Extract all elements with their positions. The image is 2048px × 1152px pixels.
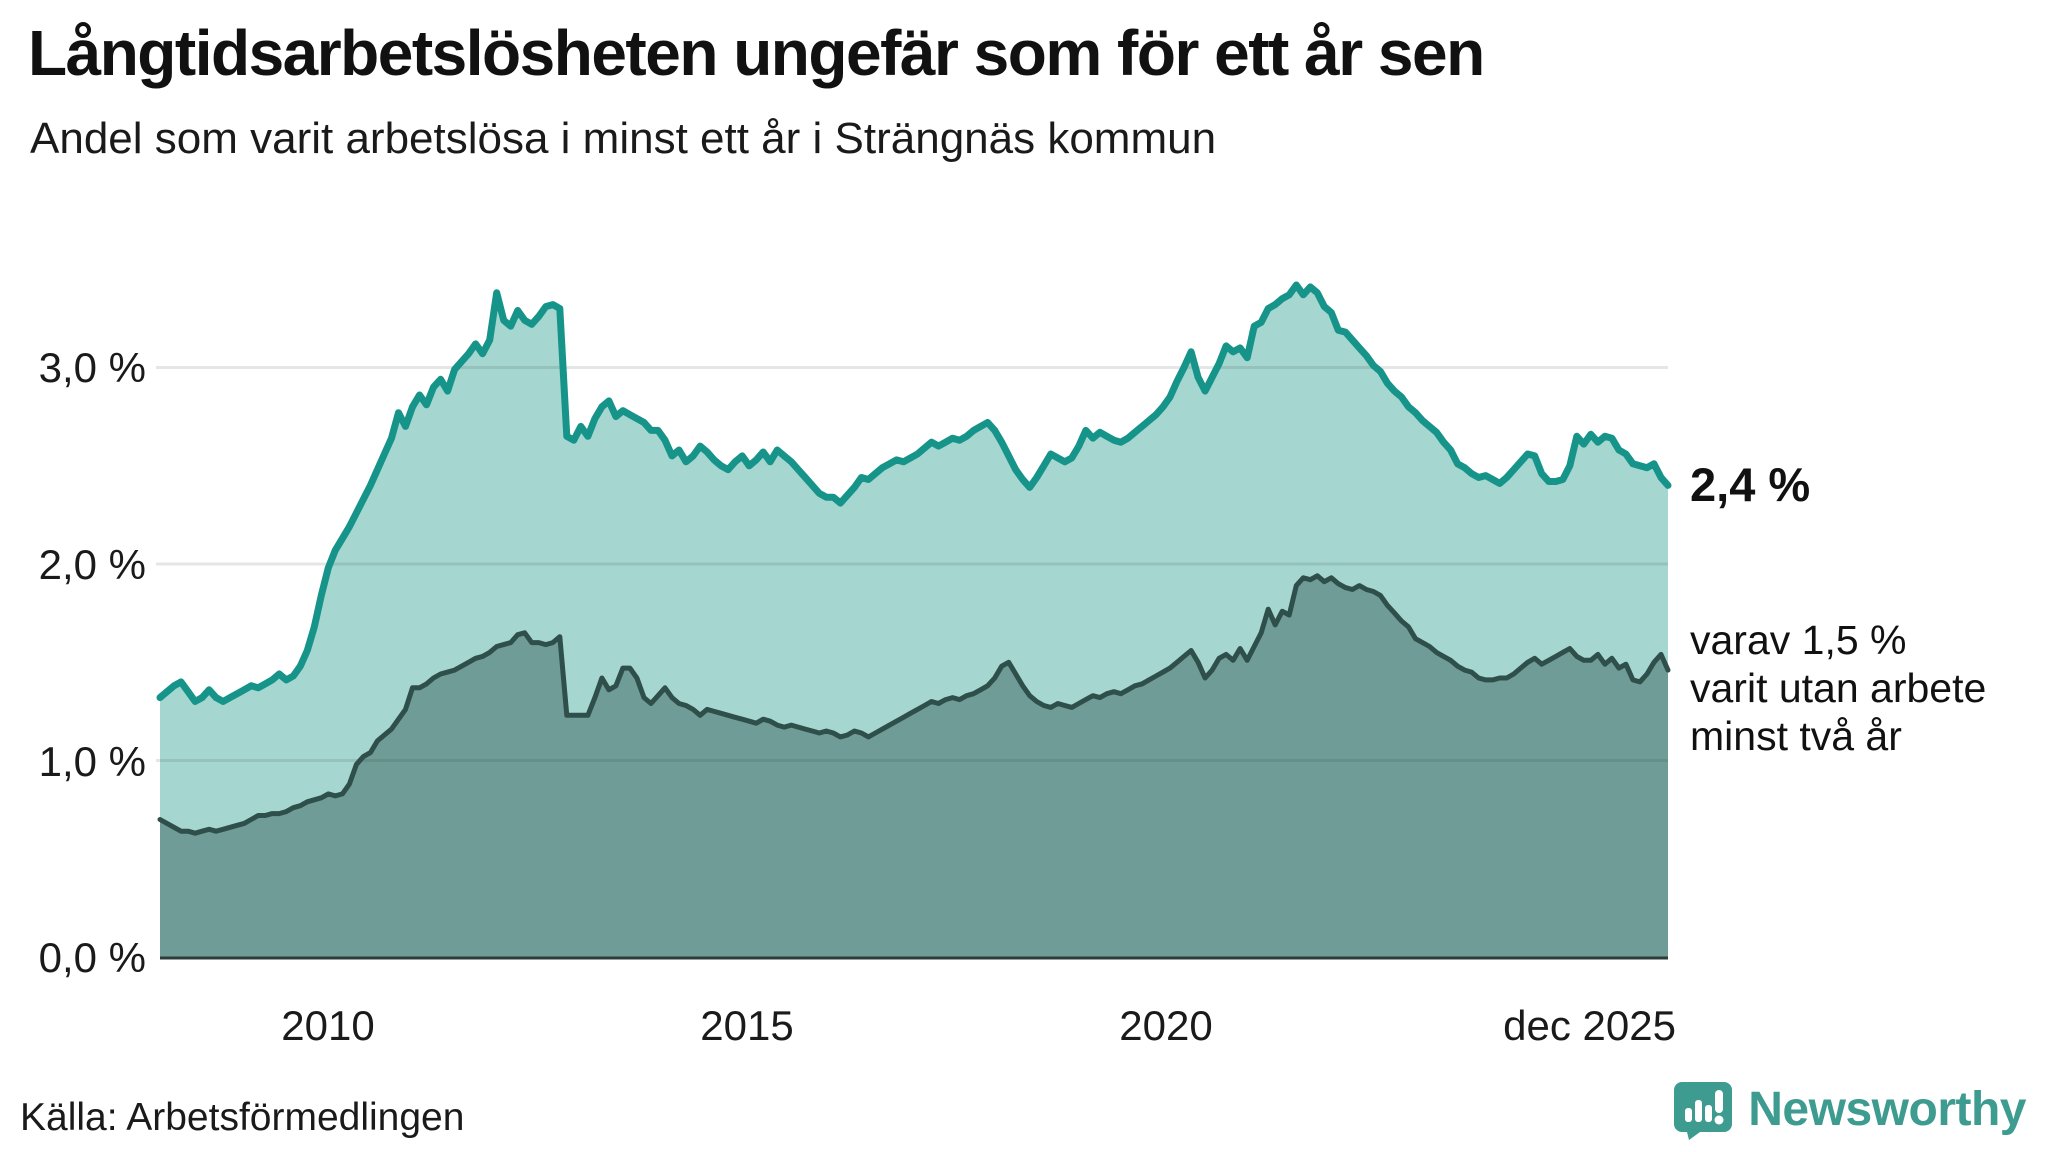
y-axis-tick-1: 1,0 % <box>38 738 146 785</box>
secondary-label-line-3: minst två år <box>1690 713 1902 759</box>
line-one-year <box>156 281 1672 705</box>
x-axis-tick-2010: 2010 <box>281 1002 375 1049</box>
y-axis-tick-0: 0,0 % <box>38 934 146 981</box>
line-two-years <box>157 573 1671 836</box>
brand-logo: Newsworthy <box>1672 1078 2026 1140</box>
page-subtitle: Andel som varit arbetslösa i minst ett å… <box>30 114 1217 163</box>
y-axis-tick-3: 3,0 % <box>38 344 146 391</box>
x-axis-tick-2020: 2020 <box>1119 1002 1213 1049</box>
series-end-value-label: 2,4 % <box>1690 458 1811 511</box>
secondary-label-line-1: varav 1,5 % <box>1690 617 1907 663</box>
brand-name: Newsworthy <box>1748 1082 2026 1136</box>
newsworthy-logo-icon <box>1672 1078 1734 1140</box>
page-title: Långtidsarbetslösheten ungefär som för e… <box>28 17 1485 89</box>
y-axis-tick-2: 2,0 % <box>38 541 146 588</box>
series-secondary-label: varav 1,5 % varit utan arbete minst två … <box>1690 616 1986 760</box>
x-axis-tick-dec-2025: dec 2025 <box>1503 1002 1676 1049</box>
secondary-label-line-2: varit utan arbete <box>1690 665 1987 711</box>
source-attribution: Källa: Arbetsförmedlingen <box>20 1096 465 1139</box>
area-fill-two-years <box>160 575 1668 957</box>
x-axis-tick-2015: 2015 <box>700 1002 794 1049</box>
